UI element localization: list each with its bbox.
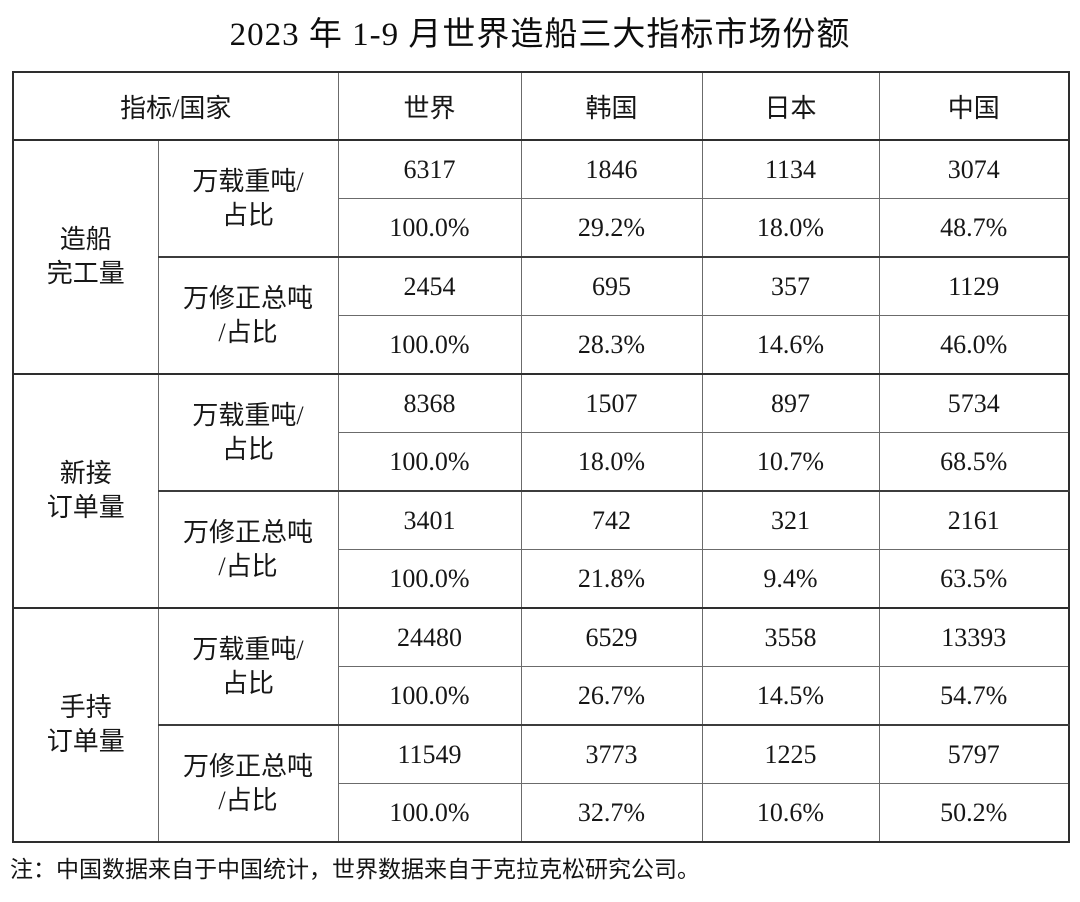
table-row: 造船 完工量 万载重吨/ 占比 6317 1846 1134 3074: [12, 139, 1070, 375]
share-cell: 26.7%: [520, 666, 703, 726]
value-cell: 8368: [337, 373, 522, 433]
table-row: 万修正总吨 /占比 11549 3773 1225 5797: [13, 724, 1070, 843]
table-row: 100.0% 32.7% 10.6% 50.2%: [13, 783, 1070, 843]
metric-label-cgt: 万修正总吨 /占比: [157, 724, 339, 843]
value-cell: 695: [520, 256, 703, 316]
share-cell: 9.4%: [701, 549, 880, 609]
value-cell: 5734: [878, 373, 1070, 433]
share-cell: 32.7%: [520, 783, 703, 843]
share-cell: 10.6%: [701, 783, 880, 843]
share-cell: 100.0%: [337, 198, 522, 258]
footnote: 注：中国数据来自于中国统计，世界数据来自于克拉克松研究公司。: [10, 857, 700, 882]
share-cell: 46.0%: [878, 315, 1070, 375]
value-cell: 11549: [337, 724, 522, 784]
share-cell: 28.3%: [520, 315, 703, 375]
value-cell: 1846: [520, 139, 703, 199]
header-china: 中国: [878, 71, 1070, 141]
share-cell: 100.0%: [337, 315, 522, 375]
metric-label-cgt: 万修正总吨 /占比: [157, 256, 339, 375]
value-cell: 1129: [878, 256, 1070, 316]
header-korea: 韩国: [520, 71, 703, 141]
share-cell: 63.5%: [878, 549, 1070, 609]
header-indicator-country: 指标/国家: [12, 71, 339, 141]
table-row: 100.0% 18.0% 10.7% 68.5%: [13, 432, 1070, 492]
share-cell: 48.7%: [878, 198, 1070, 258]
header-world: 世界: [337, 71, 522, 141]
share-cell: 18.0%: [701, 198, 880, 258]
value-cell: 1507: [520, 373, 703, 433]
table-row: 万修正总吨 /占比 3401 742 321 2161: [13, 490, 1070, 609]
share-cell: 100.0%: [337, 783, 522, 843]
value-cell: 742: [520, 490, 703, 550]
share-cell: 54.7%: [878, 666, 1070, 726]
value-cell: 5797: [878, 724, 1070, 784]
metric-label-cgt: 万修正总吨 /占比: [157, 490, 339, 609]
group-label-new-orders: 新接 订单量: [12, 373, 159, 609]
value-cell: 321: [701, 490, 880, 550]
table-row: 100.0% 26.7% 14.5% 54.7%: [13, 666, 1070, 726]
metric-label-dwt: 万载重吨/ 占比: [157, 139, 339, 258]
value-cell: 24480: [337, 607, 522, 667]
value-cell: 13393: [878, 607, 1070, 667]
share-cell: 10.7%: [701, 432, 880, 492]
value-cell: 6529: [520, 607, 703, 667]
header-japan: 日本: [701, 71, 880, 141]
table-row: 手持 订单量 万载重吨/ 占比 24480 6529 3558 13393: [12, 607, 1070, 843]
table-row: 100.0% 21.8% 9.4% 63.5%: [13, 549, 1070, 609]
value-cell: 897: [701, 373, 880, 433]
value-cell: 357: [701, 256, 880, 316]
share-cell: 68.5%: [878, 432, 1070, 492]
market-share-table: 指标/国家 世界 韩国 日本 中国 造船 完工量 万载重吨/ 占比 6317 1…: [12, 71, 1071, 843]
share-cell: 100.0%: [337, 549, 522, 609]
share-cell: 21.8%: [520, 549, 703, 609]
value-cell: 2454: [337, 256, 522, 316]
header-row: 指标/国家 世界 韩国 日本 中国: [12, 71, 1070, 141]
value-cell: 3558: [701, 607, 880, 667]
share-cell: 50.2%: [878, 783, 1070, 843]
share-cell: 100.0%: [337, 666, 522, 726]
value-cell: 2161: [878, 490, 1070, 550]
group-label-order-backlog: 手持 订单量: [12, 607, 159, 843]
table-row: 万修正总吨 /占比 2454 695 357 1129: [13, 256, 1070, 375]
table-row: 100.0% 28.3% 14.6% 46.0%: [13, 315, 1070, 375]
value-cell: 3074: [878, 139, 1070, 199]
group-label-completions: 造船 完工量: [12, 139, 159, 375]
share-cell: 14.6%: [701, 315, 880, 375]
share-cell: 18.0%: [520, 432, 703, 492]
value-cell: 3401: [337, 490, 522, 550]
share-cell: 14.5%: [701, 666, 880, 726]
share-cell: 29.2%: [520, 198, 703, 258]
value-cell: 6317: [337, 139, 522, 199]
value-cell: 1134: [701, 139, 880, 199]
share-cell: 100.0%: [337, 432, 522, 492]
metric-label-dwt: 万载重吨/ 占比: [157, 607, 339, 726]
metric-label-dwt: 万载重吨/ 占比: [157, 373, 339, 492]
value-cell: 3773: [520, 724, 703, 784]
value-cell: 1225: [701, 724, 880, 784]
table-row: 新接 订单量 万载重吨/ 占比 8368 1507 897 5734: [12, 373, 1070, 609]
page-title: 2023 年 1-9 月世界造船三大指标市场份额: [229, 17, 851, 53]
